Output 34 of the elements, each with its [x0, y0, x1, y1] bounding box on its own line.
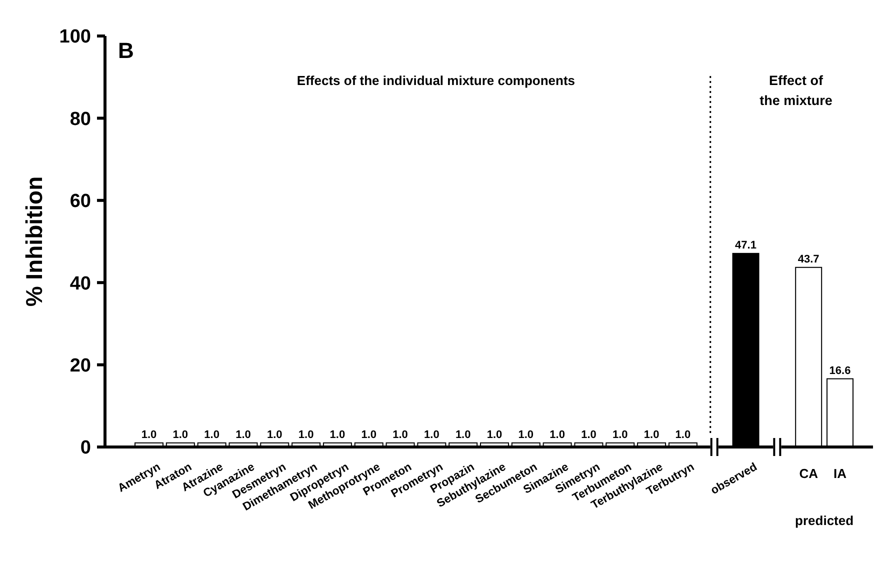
data-label: 1.0: [486, 428, 502, 441]
data-label: 1.0: [266, 428, 282, 441]
data-label: 1.0: [644, 428, 660, 441]
y-tick-label: 60: [70, 191, 91, 212]
text: B: [118, 38, 134, 63]
data-label: 1.0: [172, 428, 188, 441]
data-label: 1.0: [361, 428, 377, 441]
y-tick-label: 100: [59, 26, 91, 48]
y-tick-label: 40: [70, 273, 91, 294]
y-tick-label: 80: [70, 108, 91, 130]
data-label: 1.0: [550, 428, 565, 441]
annotation: Effect of the mixture: [760, 73, 833, 108]
text: predicted: [795, 513, 854, 528]
data-label: 1.0: [518, 428, 534, 441]
data-label: 1.0: [675, 428, 691, 441]
data-label: 1.0: [204, 428, 220, 441]
annotation: Effects of the individual mixture components: [296, 73, 576, 88]
data-label: 1.0: [424, 428, 440, 441]
data-label: 1.0: [455, 428, 471, 441]
data-label: 1.0: [392, 428, 408, 441]
data-label: 47.1: [735, 239, 756, 252]
y-axis-title: % Inhibition: [21, 176, 47, 307]
x-tick-label: CA: [799, 466, 819, 481]
x-tick-label: IA: [834, 466, 848, 481]
data-label: 1.0: [612, 428, 628, 441]
data-label: 1.0: [330, 428, 346, 441]
data-label: 1.0: [298, 428, 314, 441]
data-label: 16.6: [829, 364, 851, 377]
data-label: 1.0: [141, 428, 157, 441]
y-tick-label: 0: [80, 438, 91, 459]
data-label: 43.7: [798, 253, 820, 266]
data-label: 1.0: [236, 428, 251, 441]
y-tick-label: 20: [70, 355, 91, 376]
data-label: 1.0: [581, 428, 596, 441]
